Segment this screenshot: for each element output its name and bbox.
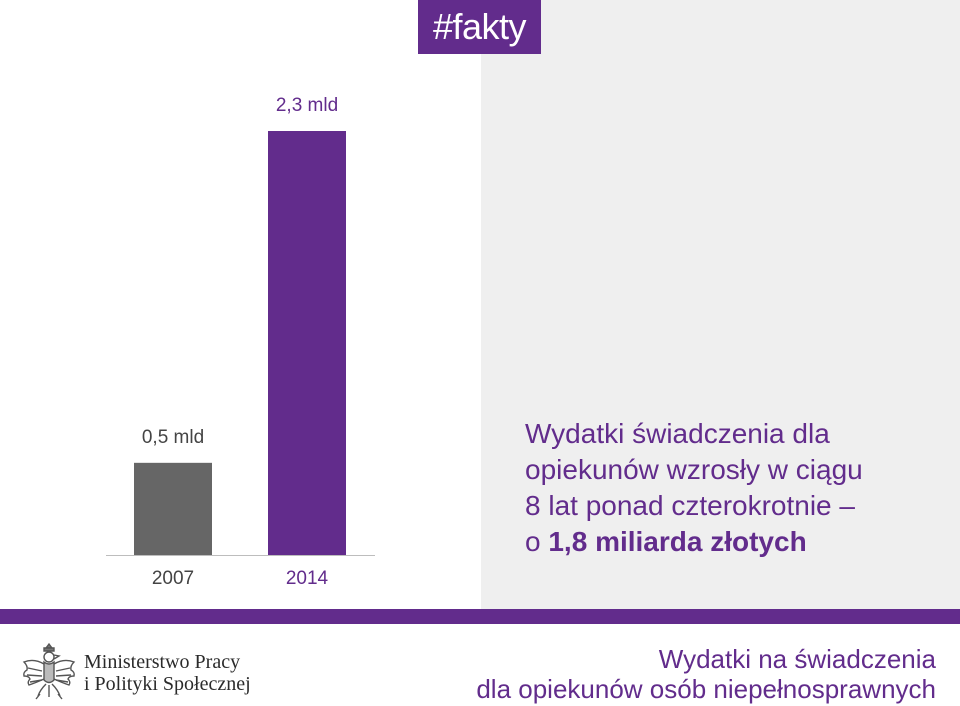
value-label-2014: 2,3 mld xyxy=(276,95,338,116)
bar-chart: 0,5 mld 2007 2,3 mld 2014 xyxy=(0,0,481,609)
headline-line-1: Wydatki świadczenia dla xyxy=(525,418,830,449)
bar-chart-svg: 0,5 mld 2007 2,3 mld 2014 xyxy=(106,95,375,589)
headline-line-2: opiekunów wzrosły w ciągu xyxy=(525,454,863,485)
footer-title: Wydatki na świadczenia dla opiekunów osó… xyxy=(476,644,936,704)
category-label-2007: 2007 xyxy=(152,568,194,589)
bar-2014 xyxy=(268,131,346,555)
right-panel xyxy=(481,0,960,609)
value-label-2007: 0,5 mld xyxy=(142,427,204,448)
accent-band xyxy=(0,609,960,624)
footer-title-line-1: Wydatki na świadczenia xyxy=(658,644,936,674)
footer: Ministerstwo Pracy i Polityki Społecznej… xyxy=(0,624,960,706)
headline-line-3: 8 lat ponad czterokrotnie – xyxy=(525,490,855,521)
headline: Wydatki świadczenia dla opiekunów wzrosł… xyxy=(525,416,925,560)
fakty-tag: #fakty xyxy=(418,0,541,54)
footer-title-line-2: dla opiekunów osób niepełnosprawnych xyxy=(476,674,936,704)
category-label-2014: 2014 xyxy=(286,568,329,589)
headline-line-4: o 1,8 miliarda złotych xyxy=(525,524,925,560)
ministry-name: Ministerstwo Pracy i Polityki Społecznej xyxy=(84,651,251,695)
ministry-line-2: i Polityki Społecznej xyxy=(84,673,251,695)
bar-2007 xyxy=(134,462,212,555)
ministry-line-1: Ministerstwo Pracy xyxy=(84,651,241,673)
headline-highlight: 1,8 miliarda złotych xyxy=(548,526,807,557)
white-eagle-emblem-icon xyxy=(22,642,76,700)
headline-line-4-prefix: o xyxy=(525,526,549,557)
